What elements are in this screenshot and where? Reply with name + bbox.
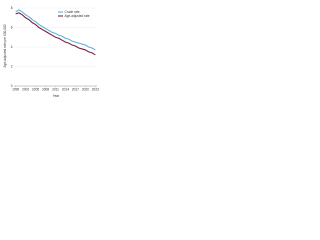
x-tick-label: 2005 (32, 87, 39, 91)
y-tick-label: 4 (11, 45, 13, 49)
series-line (15, 9, 96, 51)
y-tick-label: 8 (11, 6, 13, 10)
y-tick-label: 2 (11, 64, 13, 68)
x-tick-label: 2020 (82, 87, 89, 91)
x-axis-label: Year (53, 94, 60, 98)
x-tick-label: 2017 (72, 87, 79, 91)
legend-label: Crude rate (65, 10, 80, 14)
legend-label: Age-adjusted rate (65, 14, 90, 18)
x-tick-label: 2023 (92, 87, 99, 91)
x-tick-label: 2011 (52, 87, 59, 91)
y-tick-label: 0 (11, 84, 13, 88)
page: {"chart_data": {"type": "line", "y_label… (0, 0, 320, 106)
x-tick-label: 1999 (12, 87, 19, 91)
series-line (15, 12, 96, 56)
x-tick-label: 2002 (22, 87, 29, 91)
x-tick-label: 2008 (42, 87, 49, 91)
x-tick-label: 2014 (62, 87, 69, 91)
y-tick-label: 6 (11, 25, 13, 29)
y-axis-label: Age-adjusted rate per 100,000 (3, 24, 7, 67)
chart: Age-adjusted rate per 100,000 Year 0 2 4 6 8… (3, 6, 99, 98)
